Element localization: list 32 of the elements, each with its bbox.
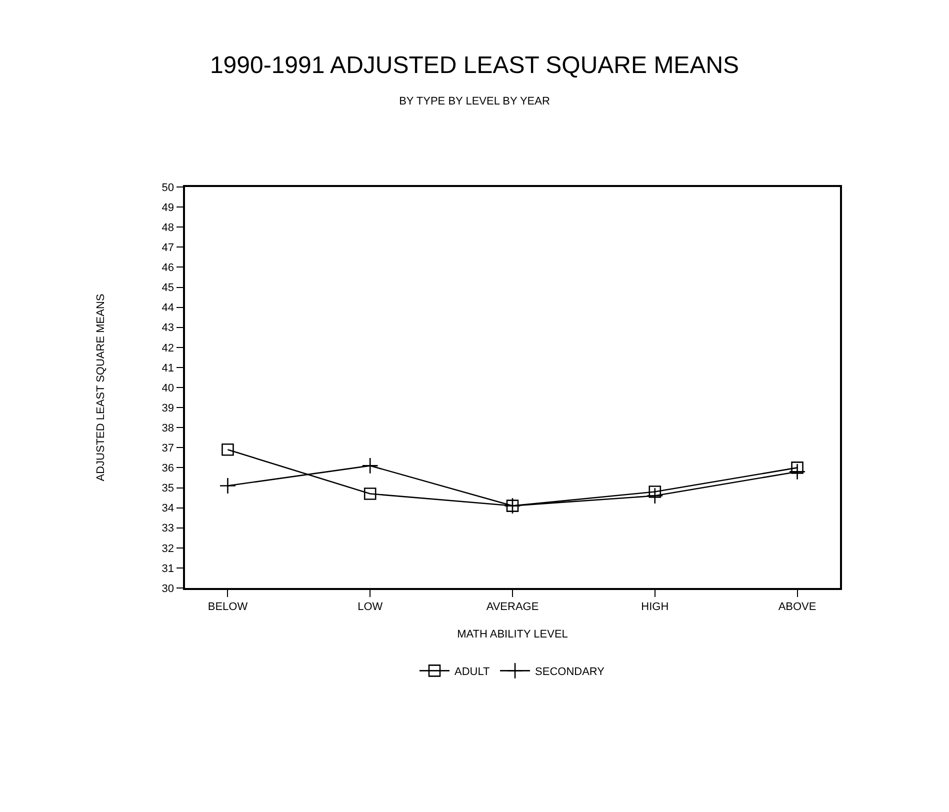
y-tick-label: 48 [162, 222, 174, 234]
y-tick-label: 35 [162, 482, 174, 495]
y-tick-label: 45 [162, 282, 174, 294]
y-tick-label: 49 [162, 202, 174, 214]
legend-label: SECONDARY [535, 666, 606, 678]
y-tick-label: 47 [162, 242, 174, 254]
x-axis-title: MATH ABILITY LEVEL [457, 628, 568, 641]
y-tick-label: 30 [162, 582, 174, 595]
y-tick-label: 46 [162, 262, 174, 274]
y-tick-label: 44 [162, 302, 174, 314]
y-tick-label: 40 [162, 382, 174, 394]
y-tick-label: 36 [162, 462, 174, 475]
x-tick-label: HIGH [641, 600, 669, 613]
y-tick-label: 37 [162, 442, 174, 454]
chart-title: 1990-1991 ADJUSTED LEAST SQUARE MEANS [210, 52, 740, 80]
y-tick-label: 41 [162, 362, 174, 374]
y-tick-label: 39 [162, 402, 174, 414]
y-axis-title: ADJUSTED LEAST SQUARE MEANS [94, 294, 107, 482]
x-tick-label: ABOVE [778, 600, 816, 613]
x-tick-label: BELOW [208, 600, 248, 613]
y-tick-label: 50 [162, 182, 174, 194]
y-tick-label: 32 [162, 542, 174, 555]
chart-subtitle: BY TYPE BY LEVEL BY YEAR [399, 95, 550, 108]
y-tick-label: 34 [162, 502, 174, 515]
legend-label: ADULT [454, 666, 490, 678]
y-tick-label: 43 [162, 322, 174, 334]
x-tick-label: LOW [358, 600, 384, 613]
y-tick-label: 42 [162, 342, 174, 354]
y-tick-label: 38 [162, 422, 174, 434]
y-tick-label: 31 [162, 562, 174, 575]
y-tick-label: 33 [162, 522, 174, 535]
x-tick-label: AVERAGE [486, 600, 539, 613]
